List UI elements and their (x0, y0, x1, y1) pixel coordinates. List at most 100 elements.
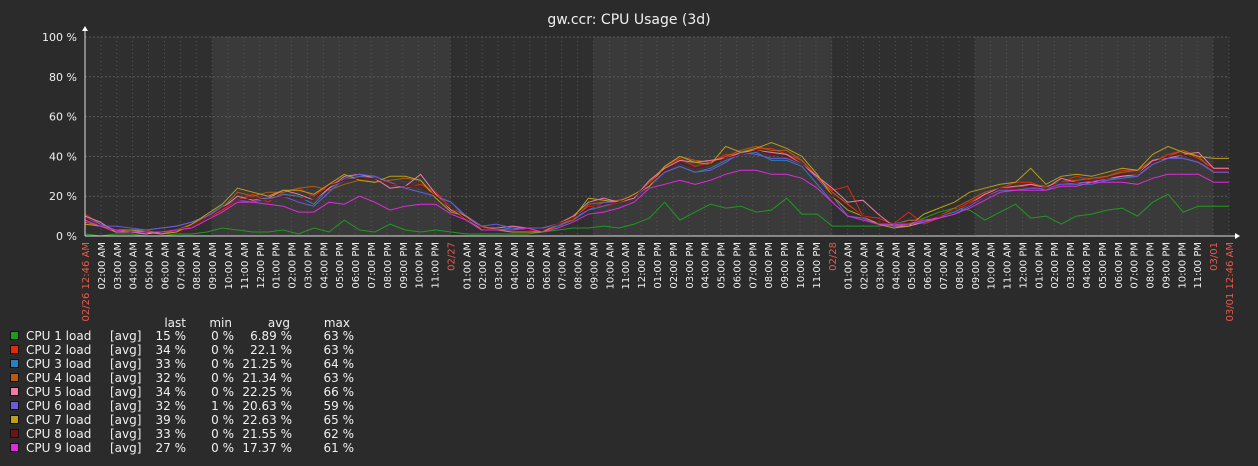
plot-area (85, 37, 1229, 236)
x-tick-label: 05:00 PM (1098, 242, 1109, 289)
x-tick-label: 06:00 PM (351, 242, 362, 289)
x-tick-label: 11:00 AM (1003, 242, 1014, 289)
legend-function: [avg] (110, 371, 142, 385)
legend-series-name: CPU 6 load (26, 399, 92, 413)
night-band (85, 37, 213, 236)
x-tick-label: 02/26 12:46 AM (81, 242, 92, 321)
x-tick-label: 11:00 PM (812, 242, 823, 289)
x-tick-label: 04:00 PM (1082, 242, 1093, 289)
legend-avg-value: 20.63 % (242, 399, 292, 413)
y-tick-label: 0 % (56, 230, 77, 243)
x-tick-label: 03:00 PM (1066, 242, 1077, 289)
x-tick-label: 04:00 AM (510, 242, 521, 289)
x-tick-label: 02:00 AM (860, 242, 871, 289)
x-tick-label: 02/27 (446, 242, 457, 271)
x-tick-label: 10:00 PM (1177, 242, 1188, 289)
x-tick-label: 06:00 AM (542, 242, 553, 289)
legend-swatch (10, 387, 19, 396)
legend-avg-value: 22.63 % (242, 413, 292, 427)
series-lines (84, 141, 1229, 237)
legend-swatch (10, 429, 19, 438)
legend-function: [avg] (110, 329, 142, 343)
night-band (1213, 37, 1229, 236)
legend-min-value: 0 % (211, 371, 234, 385)
y-axis-ticks: 0 % 20 % 40 % 60 % 80 % 100 % (42, 31, 77, 243)
x-tick-label: 02:00 PM (1050, 242, 1061, 289)
y-tick-label: 80 % (49, 71, 77, 84)
x-tick-label: 09:00 AM (208, 242, 219, 289)
y-tick-label: 20 % (49, 190, 77, 203)
legend-max-value: 62 % (323, 427, 355, 441)
legend-min-value: 0 % (211, 329, 234, 343)
x-tick-label: 10:00 PM (415, 242, 426, 289)
x-tick-label: 11:00 AM (240, 242, 251, 289)
x-tick-label: 07:00 PM (748, 242, 759, 289)
legend-function: [avg] (110, 357, 142, 371)
x-tick-label: 06:00 PM (1114, 242, 1125, 289)
legend-max-value: 61 % (323, 441, 355, 455)
x-tick-label: 01:00 PM (272, 242, 283, 289)
legend-last-value: 27 % (155, 441, 187, 455)
legend-avg-value: 21.55 % (242, 427, 292, 441)
legend-item: CPU 2 load [avg] 34 % 0 % 22.1 % 63 % (0, 343, 370, 357)
x-tick-label: 10:00 AM (987, 242, 998, 289)
legend-min-value: 0 % (211, 357, 234, 371)
x-tick-label: 03:00 PM (685, 242, 696, 289)
x-tick-label: 09:00 AM (971, 242, 982, 289)
x-tick-label: 03/01 12:46 AM (1225, 242, 1236, 321)
legend-last-value: 34 % (155, 385, 187, 399)
legend-series-name: CPU 8 load (26, 427, 92, 441)
x-tick-label: 11:00 AM (621, 242, 632, 289)
x-tick-label: 08:00 PM (764, 242, 775, 289)
x-tick-label: 02:00 PM (288, 242, 299, 289)
legend-min-value: 0 % (211, 385, 234, 399)
night-band (831, 37, 975, 236)
legend-swatch (10, 345, 19, 354)
x-tick-label: 02:00 PM (669, 242, 680, 289)
x-tick-label: 09:00 PM (780, 242, 791, 289)
legend-min-value: 0 % (211, 427, 234, 441)
legend-series-name: CPU 7 load (26, 413, 92, 427)
legend-avg-value: 21.34 % (242, 371, 292, 385)
x-tick-label: 03:00 AM (875, 242, 886, 289)
legend-swatch (10, 401, 19, 410)
y-tick-label: 40 % (49, 150, 77, 163)
legend-item: CPU 8 load [avg] 33 % 0 % 21.55 % 62 % (0, 427, 370, 441)
x-axis-arrow-icon (1235, 233, 1240, 239)
x-tick-label: 03/01 (1209, 242, 1220, 271)
legend-max-value: 63 % (323, 343, 355, 357)
x-tick-label: 08:00 AM (955, 242, 966, 289)
legend-swatch (10, 331, 19, 340)
x-tick-label: 07:00 PM (367, 242, 378, 289)
legend-function: [avg] (110, 385, 142, 399)
legend-min-value: 0 % (211, 441, 234, 455)
legend-last-value: 39 % (155, 413, 187, 427)
legend-item: CPU 9 load [avg] 27 % 0 % 17.37 % 61 % (0, 441, 370, 455)
x-tick-label: 09:00 PM (399, 242, 410, 289)
legend-header-last: last (164, 316, 186, 330)
x-tick-label: 05:00 PM (335, 242, 346, 289)
legend-last-value: 32 % (155, 371, 187, 385)
legend-avg-value: 22.1 % (250, 343, 292, 357)
x-tick-label: 10:00 PM (796, 242, 807, 289)
legend-function: [avg] (110, 441, 142, 455)
x-tick-label: 07:00 AM (939, 242, 950, 289)
x-tick-label: 06:00 AM (923, 242, 934, 289)
legend-min-value: 1 % (211, 399, 234, 413)
x-tick-label: 05:00 PM (717, 242, 728, 289)
x-tick-label: 07:00 AM (558, 242, 569, 289)
legend-avg-value: 6.89 % (250, 329, 292, 343)
legend-function: [avg] (110, 399, 142, 413)
x-tick-label: 09:00 PM (1161, 242, 1172, 289)
x-axis-ticks: 02/26 12:46 AM 02:00 AM 03:00 AM 04:00 AM 05… (81, 242, 1236, 321)
legend-swatch (10, 359, 19, 368)
x-tick-label: 12:00 PM (1018, 242, 1029, 289)
legend-swatch (10, 415, 19, 424)
legend-min-value: 0 % (211, 413, 234, 427)
legend-series-name: CPU 3 load (26, 357, 92, 371)
x-tick-label: 11:00 PM (431, 242, 442, 289)
x-tick-label: 01:00 PM (653, 242, 664, 289)
x-tick-label: 05:00 AM (526, 242, 537, 289)
plot-background (85, 37, 1229, 236)
